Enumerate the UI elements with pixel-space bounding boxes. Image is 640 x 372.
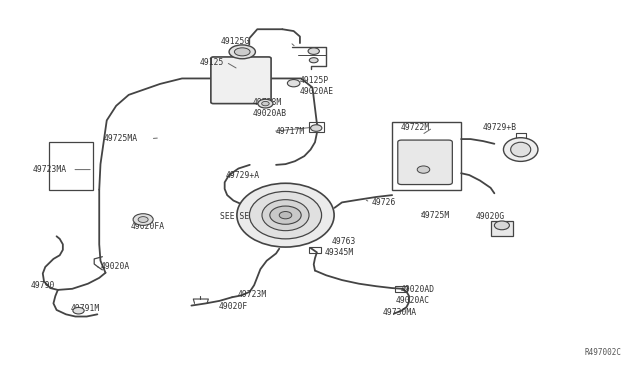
- Text: SEE SEC.490: SEE SEC.490: [220, 212, 273, 221]
- Text: R497002C: R497002C: [584, 347, 621, 357]
- Bar: [392, 122, 461, 190]
- Text: 49020AC: 49020AC: [396, 296, 429, 305]
- Text: 49020G: 49020G: [476, 212, 505, 221]
- Circle shape: [258, 99, 273, 108]
- Text: 49020FA: 49020FA: [131, 222, 164, 231]
- Circle shape: [262, 102, 269, 106]
- Ellipse shape: [234, 48, 250, 56]
- Circle shape: [417, 166, 430, 173]
- Bar: [396, 286, 406, 292]
- Text: 49020AD: 49020AD: [400, 285, 435, 294]
- Text: 49763: 49763: [332, 237, 356, 246]
- Text: 49717M: 49717M: [276, 127, 305, 136]
- Bar: [308, 247, 321, 253]
- Circle shape: [279, 212, 292, 219]
- Circle shape: [270, 206, 301, 224]
- Text: 49723MA: 49723MA: [33, 165, 67, 174]
- Text: 49728M: 49728M: [252, 98, 282, 107]
- Text: 49020A: 49020A: [100, 262, 130, 272]
- Text: 49345M: 49345M: [325, 248, 355, 257]
- Text: 49722M: 49722M: [400, 123, 429, 132]
- Text: 49125G: 49125G: [221, 38, 250, 46]
- Text: 49020AE: 49020AE: [300, 87, 334, 96]
- Ellipse shape: [229, 45, 255, 59]
- FancyBboxPatch shape: [398, 140, 452, 185]
- Ellipse shape: [237, 183, 334, 247]
- Text: 49723M: 49723M: [237, 290, 266, 299]
- Text: 49730M: 49730M: [404, 154, 434, 163]
- FancyBboxPatch shape: [211, 57, 271, 104]
- Circle shape: [287, 80, 300, 87]
- Circle shape: [133, 214, 153, 225]
- Circle shape: [309, 58, 318, 63]
- Text: 49729+B: 49729+B: [483, 123, 517, 132]
- Ellipse shape: [511, 142, 531, 157]
- Bar: [308, 122, 324, 132]
- Text: 49726: 49726: [371, 198, 396, 207]
- Text: 49125P: 49125P: [300, 76, 329, 85]
- Text: 49790: 49790: [30, 280, 54, 290]
- Text: 49020AB: 49020AB: [252, 109, 286, 118]
- Ellipse shape: [504, 138, 538, 161]
- Circle shape: [308, 48, 319, 54]
- Circle shape: [494, 221, 509, 230]
- Text: 49730MA: 49730MA: [383, 308, 417, 317]
- Text: 49725MA: 49725MA: [104, 134, 138, 143]
- Text: 49125: 49125: [200, 58, 224, 67]
- Text: 49725M: 49725M: [420, 211, 450, 219]
- Circle shape: [310, 125, 322, 131]
- Circle shape: [138, 217, 148, 222]
- Text: 49729+A: 49729+A: [226, 171, 260, 180]
- Text: 49020F: 49020F: [218, 302, 248, 311]
- Ellipse shape: [262, 200, 309, 231]
- Ellipse shape: [250, 192, 321, 239]
- Bar: [491, 221, 513, 236]
- Bar: [49, 142, 93, 190]
- Text: 49791M: 49791M: [70, 304, 100, 312]
- Circle shape: [73, 307, 84, 314]
